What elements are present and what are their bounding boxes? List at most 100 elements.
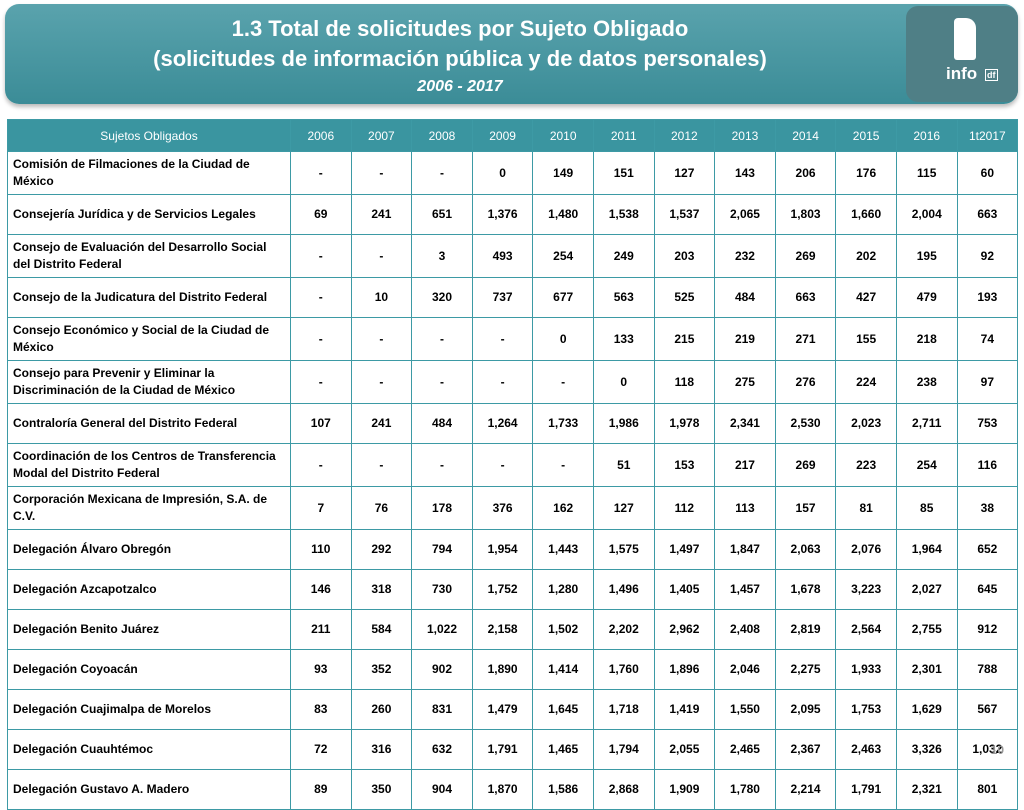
table-row: Delegación Coyoacán 93 352 902 1,890 1,414 1,7… bbox=[7, 649, 1019, 690]
cell: 1,480 bbox=[532, 194, 594, 235]
cell: 203 bbox=[653, 234, 716, 278]
table-row: Coordinación de los Centros de Transfere… bbox=[7, 443, 1019, 487]
cell: 831 bbox=[411, 689, 473, 730]
cell: 1,870 bbox=[471, 769, 534, 810]
cell: 0 bbox=[592, 360, 655, 404]
cell: 271 bbox=[774, 317, 837, 361]
cell: 1,794 bbox=[592, 729, 655, 770]
cell: 89 bbox=[290, 769, 352, 810]
cell: 902 bbox=[411, 649, 473, 690]
cell: 133 bbox=[592, 317, 655, 361]
subtitle: (solicitudes de información pública y de… bbox=[153, 46, 767, 71]
row-label: Corporación Mexicana de Impresión, S.A. … bbox=[7, 486, 291, 530]
cell: 157 bbox=[774, 486, 837, 530]
cell: 2,367 bbox=[774, 729, 837, 770]
cell: 2,819 bbox=[774, 609, 837, 650]
cell: 113 bbox=[714, 486, 776, 530]
cell: 2,711 bbox=[895, 403, 958, 444]
column-header: 2008 bbox=[411, 119, 473, 152]
cell: 350 bbox=[350, 769, 413, 810]
cell: 2,214 bbox=[774, 769, 837, 810]
row-label: Delegación Coyoacán bbox=[7, 649, 291, 690]
logo: info df bbox=[906, 6, 1018, 102]
column-header: Sujetos Obligados bbox=[7, 119, 291, 152]
cell: 2,095 bbox=[774, 689, 837, 730]
cell: 1,502 bbox=[532, 609, 594, 650]
cell: 2,408 bbox=[714, 609, 776, 650]
cell: 195 bbox=[895, 234, 958, 278]
row-label: Delegación Cuajimalpa de Morelos bbox=[7, 689, 291, 730]
cell: 1,538 bbox=[592, 194, 655, 235]
cell: - bbox=[350, 317, 413, 361]
logo-text: info bbox=[946, 64, 978, 83]
page-number: 10 bbox=[990, 743, 1004, 757]
cell: 51 bbox=[592, 443, 655, 487]
cell: 2,564 bbox=[835, 609, 897, 650]
row-label: Delegación Azcapotzalco bbox=[7, 569, 291, 610]
cell: 1,986 bbox=[592, 403, 655, 444]
column-header: 2013 bbox=[714, 119, 776, 152]
cell: 146 bbox=[290, 569, 352, 610]
cell: 215 bbox=[653, 317, 716, 361]
cell: 677 bbox=[532, 277, 594, 318]
table-row: Consejo de la Judicatura del Distrito Fe… bbox=[7, 277, 1019, 318]
cell: 525 bbox=[653, 277, 716, 318]
cell: 1,678 bbox=[774, 569, 837, 610]
cell: - bbox=[290, 277, 352, 318]
cell: 2,158 bbox=[471, 609, 534, 650]
cell: 2,341 bbox=[714, 403, 776, 444]
cell: - bbox=[532, 360, 594, 404]
cell: 632 bbox=[411, 729, 473, 770]
title: 1.3 Total de solicitudes por Sujeto Obli… bbox=[231, 16, 689, 41]
cell: - bbox=[411, 443, 473, 487]
cell: 74 bbox=[956, 317, 1019, 361]
logo-icon bbox=[954, 18, 976, 60]
cell: 1,465 bbox=[532, 729, 594, 770]
cell: 202 bbox=[835, 234, 897, 278]
column-header: 2011 bbox=[592, 119, 655, 152]
cell: 737 bbox=[471, 277, 534, 318]
cell: 2,962 bbox=[653, 609, 716, 650]
cell: 484 bbox=[714, 277, 776, 318]
table-row: Delegación Cuauhtémoc 72 316 632 1,791 1,465 1… bbox=[7, 729, 1019, 770]
table-row: Delegación Azcapotzalco 146 318 730 1,752 1,2… bbox=[7, 569, 1019, 610]
cell: 241 bbox=[350, 194, 413, 235]
cell: - bbox=[350, 443, 413, 487]
cell: 1,978 bbox=[653, 403, 716, 444]
cell: - bbox=[290, 443, 352, 487]
cell: 1,496 bbox=[592, 569, 655, 610]
cell: 1,405 bbox=[653, 569, 716, 610]
cell: - bbox=[350, 360, 413, 404]
cell: 149 bbox=[532, 151, 594, 195]
cell: 118 bbox=[653, 360, 716, 404]
cell: 1,419 bbox=[653, 689, 716, 730]
cell: 223 bbox=[835, 443, 897, 487]
cell: 912 bbox=[956, 609, 1019, 650]
cell: 652 bbox=[956, 529, 1019, 570]
cell: 2,755 bbox=[895, 609, 958, 650]
cell: 176 bbox=[835, 151, 897, 195]
cell: 249 bbox=[592, 234, 655, 278]
cell: 254 bbox=[895, 443, 958, 487]
cell: 2,321 bbox=[895, 769, 958, 810]
cell: 2,868 bbox=[592, 769, 655, 810]
cell: 1,752 bbox=[471, 569, 534, 610]
cell: 376 bbox=[471, 486, 534, 530]
column-header: 2010 bbox=[532, 119, 594, 152]
cell: 352 bbox=[350, 649, 413, 690]
cell: 427 bbox=[835, 277, 897, 318]
cell: 584 bbox=[350, 609, 413, 650]
cell: 107 bbox=[290, 403, 352, 444]
cell: - bbox=[290, 234, 352, 278]
cell: 1,575 bbox=[592, 529, 655, 570]
column-header: 2006 bbox=[290, 119, 352, 152]
cell: 1,803 bbox=[774, 194, 837, 235]
table-row: Delegación Cuajimalpa de Morelos 83 260 831… bbox=[7, 689, 1019, 730]
row-label: Consejo de la Judicatura del Distrito Fe… bbox=[7, 277, 291, 318]
row-label: Consejería Jurídica y de Servicios Legal… bbox=[7, 194, 291, 235]
cell: 155 bbox=[835, 317, 897, 361]
cell: 1,933 bbox=[835, 649, 897, 690]
row-label: Comisión de Filmaciones de la Ciudad de … bbox=[7, 151, 291, 195]
cell: 651 bbox=[411, 194, 473, 235]
table-row: Corporación Mexicana de Impresión, S.A. … bbox=[7, 486, 1019, 530]
